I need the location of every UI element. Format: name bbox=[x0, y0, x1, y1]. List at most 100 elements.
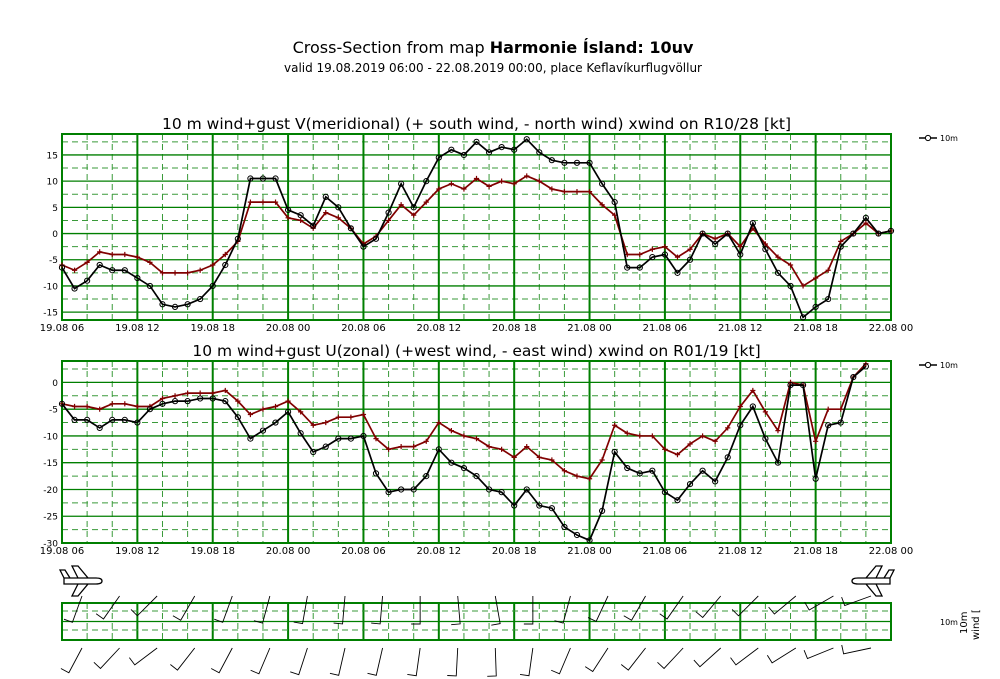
data-point bbox=[775, 254, 781, 260]
data-point bbox=[259, 175, 267, 182]
wind-barb bbox=[447, 647, 459, 677]
data-point bbox=[448, 146, 455, 153]
wind-barb bbox=[693, 647, 722, 668]
data-point bbox=[511, 454, 517, 460]
wind-barb-panel: 10m wind [10m bbox=[58, 565, 982, 677]
wind-barb bbox=[487, 647, 497, 677]
data-point bbox=[134, 274, 141, 282]
wind-barb bbox=[731, 595, 759, 617]
wind-barb bbox=[93, 647, 120, 670]
data-point bbox=[298, 409, 304, 415]
y-tick-label: 10 bbox=[47, 178, 59, 188]
wind-barb bbox=[63, 595, 83, 623]
airplane-icon bbox=[851, 565, 896, 597]
chart-panel-u: -30 -25 -20 -15 -10 -5 0 10 m wind+gust U(zonal… bbox=[40, 342, 958, 557]
main-title: Cross-Section from map Harmonie Ísland: … bbox=[0, 38, 986, 57]
data-point bbox=[461, 186, 467, 192]
x-tick-label: 19.08 18 bbox=[190, 323, 235, 334]
x-tick-label: 20.08 00 bbox=[266, 323, 311, 334]
chart-panel-v: -15 -10 -5 0 5 10 15 10 m wind+gust V(meridiona… bbox=[40, 115, 958, 334]
data-point bbox=[750, 387, 756, 394]
data-point bbox=[473, 472, 480, 480]
barb-frame bbox=[61, 602, 892, 641]
series-line-main bbox=[61, 365, 867, 542]
data-point bbox=[71, 285, 78, 292]
data-point bbox=[210, 390, 216, 396]
data-point bbox=[561, 523, 568, 531]
data-point bbox=[398, 444, 404, 450]
x-tick-label: 21.08 00 bbox=[567, 323, 612, 334]
data-point bbox=[813, 438, 819, 444]
x-tick-label: 22.08 00 bbox=[869, 546, 914, 557]
wind-barb bbox=[803, 647, 834, 660]
data-point bbox=[486, 183, 492, 189]
wind-barb bbox=[214, 595, 233, 623]
data-point bbox=[310, 448, 317, 456]
data-point bbox=[260, 199, 266, 205]
data-point bbox=[234, 414, 241, 421]
data-point bbox=[561, 159, 568, 166]
data-point bbox=[862, 214, 869, 221]
data-point bbox=[284, 206, 292, 214]
data-point bbox=[825, 422, 832, 429]
x-tick-label: 20.08 06 bbox=[341, 323, 386, 334]
data-point bbox=[247, 175, 254, 182]
data-point bbox=[322, 443, 329, 450]
data-point bbox=[272, 403, 279, 410]
wind-barb bbox=[841, 595, 872, 607]
data-point bbox=[159, 400, 166, 407]
data-point bbox=[812, 475, 819, 482]
data-point bbox=[737, 244, 743, 250]
data-point bbox=[724, 230, 731, 237]
x-tick-label: 22.08 00 bbox=[869, 323, 914, 334]
main-subtitle: valid 19.08.2019 06:00 - 22.08.2019 00:0… bbox=[283, 61, 702, 75]
data-point bbox=[222, 387, 228, 394]
data-point bbox=[774, 269, 782, 276]
data-point bbox=[448, 427, 454, 434]
data-point bbox=[247, 199, 254, 205]
data-point bbox=[171, 303, 179, 311]
data-point bbox=[209, 395, 216, 402]
data-point bbox=[121, 416, 128, 423]
y-tick-label: -5 bbox=[49, 406, 58, 416]
data-point bbox=[97, 406, 103, 412]
data-point bbox=[209, 282, 216, 290]
data-point bbox=[498, 143, 505, 151]
data-point bbox=[473, 175, 480, 182]
data-point bbox=[71, 403, 78, 410]
data-point bbox=[574, 189, 580, 195]
data-point bbox=[498, 489, 505, 496]
data-point bbox=[159, 301, 166, 308]
wind-barb bbox=[130, 595, 158, 617]
data-point bbox=[749, 403, 756, 410]
data-point bbox=[686, 481, 694, 488]
data-point bbox=[84, 277, 91, 284]
wind-barb bbox=[371, 595, 384, 625]
data-point bbox=[436, 419, 442, 426]
data-point bbox=[662, 446, 668, 452]
data-point bbox=[850, 230, 857, 237]
data-point bbox=[259, 427, 267, 434]
wind-barb bbox=[804, 595, 834, 611]
wind-barb bbox=[95, 595, 120, 620]
series-line-gust bbox=[61, 174, 892, 288]
y-tick-label: -25 bbox=[43, 513, 58, 523]
wind-barb bbox=[129, 647, 158, 666]
data-point bbox=[423, 472, 430, 480]
data-point bbox=[184, 398, 191, 405]
data-point bbox=[423, 199, 429, 205]
y-tick-label: 0 bbox=[52, 379, 58, 389]
data-point bbox=[875, 230, 882, 237]
data-point bbox=[122, 251, 128, 258]
data-point bbox=[109, 267, 116, 274]
wind-barb bbox=[210, 647, 233, 674]
data-point bbox=[84, 416, 91, 423]
data-point bbox=[887, 227, 895, 235]
data-point bbox=[347, 225, 354, 232]
wind-barb bbox=[730, 647, 759, 666]
barb-legend-label: 10m bbox=[940, 618, 958, 627]
data-point bbox=[674, 452, 681, 458]
data-point bbox=[662, 244, 668, 250]
data-point bbox=[649, 254, 656, 261]
data-point bbox=[775, 427, 781, 434]
